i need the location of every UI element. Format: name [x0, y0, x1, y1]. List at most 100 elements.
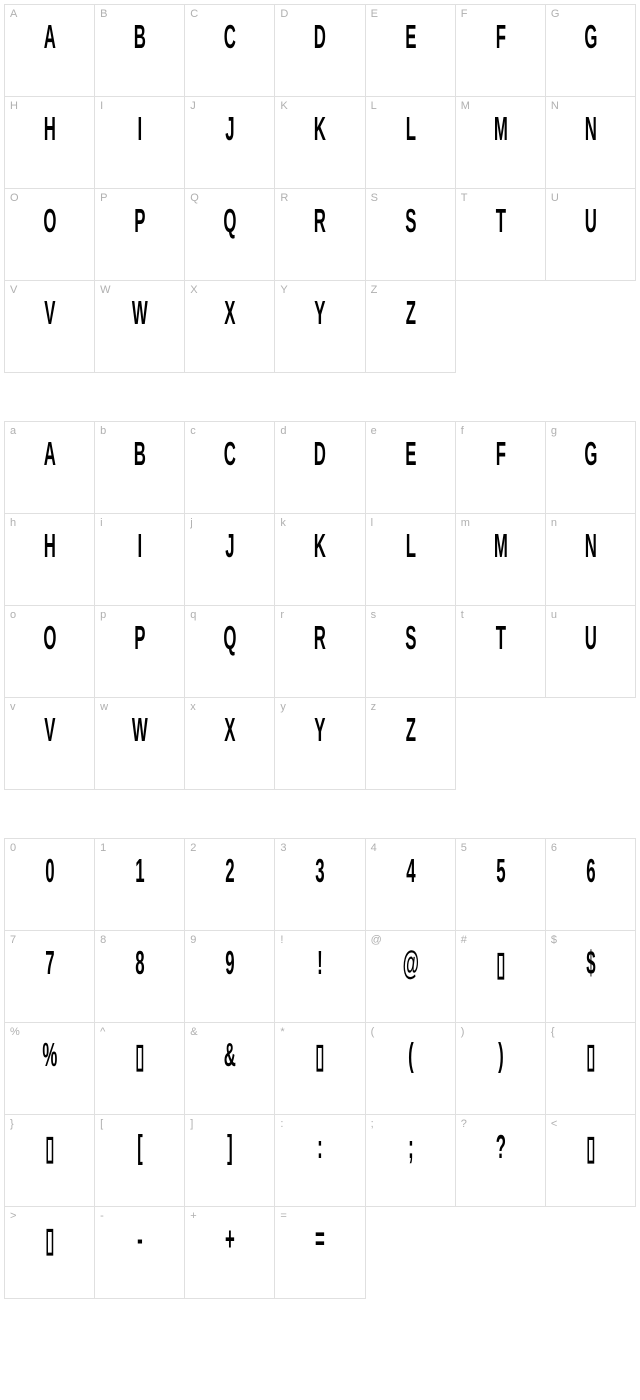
glyph-display: S [383, 202, 436, 240]
glyph-cell: 33 [275, 839, 365, 931]
glyph-label: M [461, 100, 470, 112]
glyph-display: O [23, 202, 76, 240]
glyph-label: b [100, 425, 106, 437]
glyph-cell: [[ [95, 1115, 185, 1207]
glyph-label: C [190, 8, 198, 20]
glyph-display: J [203, 110, 256, 148]
glyph-label: D [280, 8, 288, 20]
glyph-display: M [474, 110, 527, 148]
glyph-cell: ]] [185, 1115, 275, 1207]
glyph-display: ▯ [23, 1220, 76, 1260]
glyph-cell: #▯ [456, 931, 546, 1023]
glyph-cell: MM [456, 97, 546, 189]
glyph-cell: lL [366, 514, 456, 606]
glyph-cell: <▯ [546, 1115, 636, 1207]
glyph-cell: *▯ [275, 1023, 365, 1115]
glyph-label: F [461, 8, 468, 20]
glyph-cell: II [95, 97, 185, 189]
glyph-label: m [461, 517, 470, 529]
glyph-display: H [23, 110, 76, 148]
glyph-label: Y [280, 284, 287, 296]
glyph-cell: bB [95, 422, 185, 514]
glyph-display: K [293, 110, 346, 148]
glyph-display: ] [203, 1128, 256, 1166]
glyph-label: q [190, 609, 196, 621]
glyph-label: s [371, 609, 377, 621]
glyph-label: 6 [551, 842, 557, 854]
glyph-display: ▯ [474, 944, 527, 984]
glyph-display: & [203, 1036, 256, 1074]
glyph-display: 2 [203, 852, 256, 890]
glyph-cell: xX [185, 698, 275, 790]
glyph-display: T [474, 619, 527, 657]
character-map-root: AABBCCDDEEFFGGHHIIJJKKLLMMNNOOPPQQRRSSTT… [4, 4, 636, 1299]
glyph-display: G [564, 18, 617, 56]
glyph-cell-empty [366, 1207, 456, 1299]
glyph-cell: 11 [95, 839, 185, 931]
glyph-label: z [371, 701, 377, 713]
glyph-label: L [371, 100, 377, 112]
glyph-display: W [113, 711, 166, 749]
glyph-display: U [564, 202, 617, 240]
glyph-display: V [23, 294, 76, 332]
glyph-display: N [564, 527, 617, 565]
glyph-display: T [474, 202, 527, 240]
glyph-label: u [551, 609, 557, 621]
glyph-cell: ?? [456, 1115, 546, 1207]
glyph-cell: NN [546, 97, 636, 189]
glyph-display: O [23, 619, 76, 657]
glyph-cell: qQ [185, 606, 275, 698]
glyph-display: 0 [23, 852, 76, 890]
glyph-label: ^ [100, 1026, 105, 1038]
glyph-cell: {▯ [546, 1023, 636, 1115]
glyph-cell-empty [456, 1207, 546, 1299]
glyph-cell: XX [185, 281, 275, 373]
glyph-label: P [100, 192, 107, 204]
glyph-cell-empty [456, 698, 546, 790]
glyph-cell: GG [546, 5, 636, 97]
glyph-label: e [371, 425, 377, 437]
glyph-display: A [23, 18, 76, 56]
glyph-grid: aAbBcCdDeEfFgGhHiIjJkKlLmMnNoOpPqQrRsStT… [4, 421, 636, 790]
glyph-cell: cC [185, 422, 275, 514]
glyph-display: C [203, 18, 256, 56]
glyph-cell: ZZ [366, 281, 456, 373]
glyph-cell: CC [185, 5, 275, 97]
glyph-label: * [280, 1026, 284, 1038]
glyph-label: ] [190, 1118, 193, 1130]
glyph-label: T [461, 192, 468, 204]
glyph-cell: rR [275, 606, 365, 698]
glyph-cell: 55 [456, 839, 546, 931]
glyph-label: + [190, 1210, 196, 1222]
glyph-label: < [551, 1118, 557, 1130]
glyph-chart: aAbBcCdDeEfFgGhHiIjJkKlLmMnNoOpPqQrRsStT… [4, 421, 636, 790]
glyph-display: X [203, 711, 256, 749]
glyph-label: [ [100, 1118, 103, 1130]
glyph-display: R [293, 202, 346, 240]
glyph-cell: 22 [185, 839, 275, 931]
glyph-label: & [190, 1026, 197, 1038]
glyph-label: K [280, 100, 287, 112]
glyph-display: P [113, 619, 166, 657]
glyph-label: o [10, 609, 16, 621]
glyph-cell: WW [95, 281, 185, 373]
glyph-cell-empty [456, 281, 546, 373]
glyph-label: 8 [100, 934, 106, 946]
glyph-label: U [551, 192, 559, 204]
glyph-display: ? [474, 1128, 527, 1166]
glyph-cell-empty [546, 281, 636, 373]
glyph-display: I [113, 110, 166, 148]
glyph-label: $ [551, 934, 557, 946]
glyph-cell: gG [546, 422, 636, 514]
glyph-display: X [203, 294, 256, 332]
glyph-display: D [293, 435, 346, 473]
glyph-cell: HH [5, 97, 95, 189]
glyph-cell: RR [275, 189, 365, 281]
glyph-display: - [113, 1220, 166, 1258]
glyph-cell: 00 [5, 839, 95, 931]
glyph-cell: eE [366, 422, 456, 514]
glyph-display: V [23, 711, 76, 749]
glyph-display: I [113, 527, 166, 565]
glyph-label: n [551, 517, 557, 529]
glyph-display: ) [474, 1036, 527, 1074]
